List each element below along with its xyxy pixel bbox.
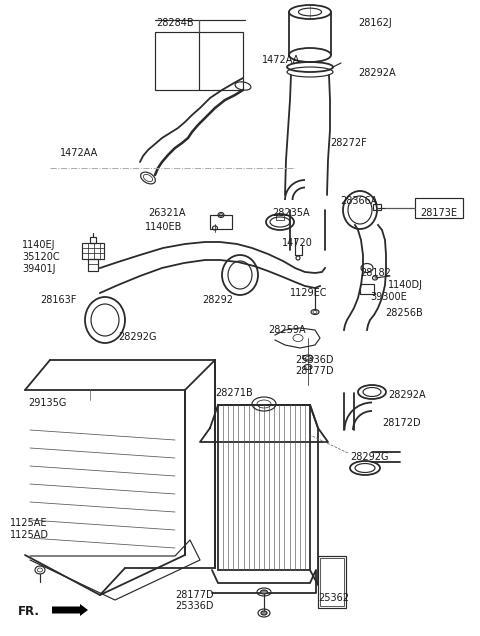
Text: 28292A: 28292A [358, 68, 396, 78]
Text: 1125AE: 1125AE [10, 518, 48, 528]
Text: 29135G: 29135G [28, 398, 66, 408]
Text: 35120C: 35120C [22, 252, 60, 262]
Bar [88, 259, 98, 271]
Text: 28163F: 28163F [40, 295, 76, 305]
Text: 28272F: 28272F [330, 138, 367, 148]
Text: 28256B: 28256B [385, 308, 423, 318]
Text: 25362: 25362 [318, 593, 349, 603]
Text: 28271B: 28271B [215, 388, 253, 398]
Text: 28292: 28292 [202, 295, 233, 305]
Bar [218, 405, 310, 570]
Text: 28292A: 28292A [388, 390, 426, 400]
Text: 1472AA: 1472AA [262, 55, 300, 65]
Text: 1140EJ: 1140EJ [22, 240, 56, 250]
Text: 28292G: 28292G [350, 452, 388, 462]
Bar [373, 204, 381, 210]
Bar [155, 32, 243, 90]
Text: 25336D: 25336D [175, 601, 214, 611]
Text: 39300E: 39300E [370, 292, 407, 302]
Text: 1140EB: 1140EB [145, 222, 182, 232]
Bar [276, 215, 284, 220]
Text: FR.: FR. [18, 605, 40, 618]
Text: 28366A: 28366A [340, 196, 377, 206]
Text: 1472AA: 1472AA [60, 148, 98, 158]
Text: 28172D: 28172D [382, 418, 420, 428]
Text: 28235A: 28235A [272, 208, 310, 218]
Text: 25336D: 25336D [295, 355, 334, 365]
Text: 14720: 14720 [282, 238, 313, 248]
Bar [82, 243, 104, 259]
Text: 28292G: 28292G [118, 332, 156, 342]
Text: 28177D: 28177D [295, 366, 334, 376]
FancyArrow shape [52, 604, 88, 616]
Text: 28182: 28182 [360, 268, 391, 278]
Ellipse shape [261, 611, 267, 615]
Text: 28259A: 28259A [268, 325, 306, 335]
Text: 28284B: 28284B [156, 18, 194, 28]
Text: 39401J: 39401J [22, 264, 56, 274]
Bar [320, 558, 344, 606]
Ellipse shape [261, 590, 267, 594]
Text: 28173E: 28173E [420, 208, 457, 218]
Text: 28162J: 28162J [358, 18, 392, 28]
Bar [318, 556, 346, 608]
Bar [210, 215, 232, 229]
Text: 1129EC: 1129EC [290, 288, 327, 298]
Text: 28177D: 28177D [175, 590, 214, 600]
Bar [90, 237, 96, 243]
Bar [415, 198, 463, 218]
Text: 1125AD: 1125AD [10, 530, 49, 540]
Text: 26321A: 26321A [148, 208, 185, 218]
Bar [360, 284, 374, 294]
Text: 1140DJ: 1140DJ [388, 280, 423, 290]
